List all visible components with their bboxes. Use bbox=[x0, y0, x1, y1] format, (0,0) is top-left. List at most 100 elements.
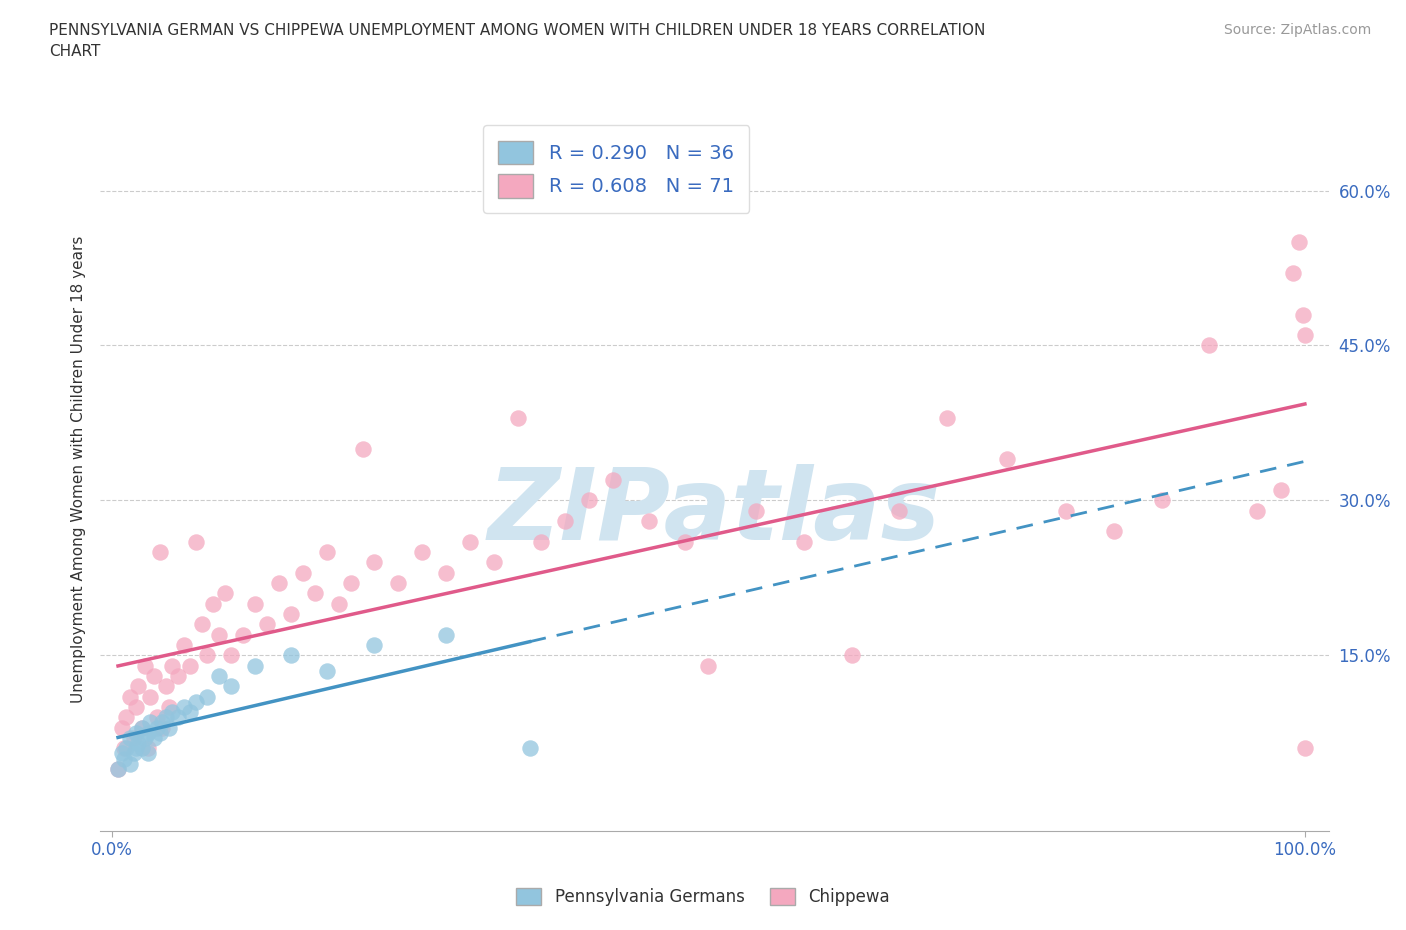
Legend: Pennsylvania Germans, Chippewa: Pennsylvania Germans, Chippewa bbox=[510, 881, 896, 912]
Point bbox=[1270, 483, 1292, 498]
Point bbox=[179, 705, 201, 720]
Point bbox=[315, 545, 337, 560]
Point bbox=[793, 534, 815, 549]
Point bbox=[1198, 338, 1220, 352]
Point bbox=[190, 617, 212, 631]
Point bbox=[208, 627, 231, 642]
Point bbox=[173, 637, 195, 652]
Point bbox=[697, 658, 720, 673]
Point bbox=[179, 658, 201, 673]
Point bbox=[1246, 503, 1268, 518]
Point bbox=[139, 715, 162, 730]
Point bbox=[745, 503, 768, 518]
Point bbox=[166, 669, 188, 684]
Point bbox=[166, 710, 188, 724]
Point bbox=[221, 648, 243, 663]
Point bbox=[160, 705, 183, 720]
Point bbox=[458, 534, 481, 549]
Point bbox=[291, 565, 314, 580]
Point bbox=[280, 606, 302, 621]
Point bbox=[387, 576, 409, 591]
Point bbox=[125, 725, 148, 740]
Point bbox=[134, 658, 156, 673]
Point bbox=[339, 576, 361, 591]
Point bbox=[245, 658, 267, 673]
Point bbox=[131, 720, 153, 735]
Point bbox=[150, 715, 173, 730]
Point bbox=[411, 545, 433, 560]
Point bbox=[149, 725, 172, 740]
Point bbox=[122, 730, 145, 745]
Point bbox=[363, 555, 385, 570]
Point bbox=[127, 679, 149, 694]
Point bbox=[245, 596, 267, 611]
Point bbox=[157, 720, 180, 735]
Point bbox=[155, 710, 177, 724]
Point bbox=[146, 720, 169, 735]
Point bbox=[122, 746, 145, 761]
Y-axis label: Unemployment Among Women with Children Under 18 years: Unemployment Among Women with Children U… bbox=[72, 235, 86, 703]
Point bbox=[115, 710, 138, 724]
Point bbox=[328, 596, 350, 611]
Point bbox=[673, 534, 696, 549]
Point bbox=[434, 627, 457, 642]
Text: Source: ZipAtlas.com: Source: ZipAtlas.com bbox=[1223, 23, 1371, 37]
Point bbox=[256, 617, 278, 631]
Point bbox=[197, 689, 219, 704]
Point bbox=[482, 555, 505, 570]
Point bbox=[1282, 266, 1305, 281]
Point bbox=[280, 648, 302, 663]
Point bbox=[304, 586, 326, 601]
Point bbox=[1288, 234, 1310, 249]
Point bbox=[112, 751, 135, 766]
Point bbox=[142, 669, 165, 684]
Point bbox=[530, 534, 553, 549]
Point bbox=[197, 648, 219, 663]
Point bbox=[173, 699, 195, 714]
Point bbox=[107, 762, 129, 777]
Point bbox=[115, 740, 138, 755]
Point bbox=[214, 586, 236, 601]
Point bbox=[995, 452, 1018, 467]
Point bbox=[136, 740, 159, 755]
Point bbox=[221, 679, 243, 694]
Point bbox=[184, 534, 207, 549]
Point bbox=[118, 756, 141, 771]
Point bbox=[149, 545, 172, 560]
Text: PENNSYLVANIA GERMAN VS CHIPPEWA UNEMPLOYMENT AMONG WOMEN WITH CHILDREN UNDER 18 : PENNSYLVANIA GERMAN VS CHIPPEWA UNEMPLOY… bbox=[49, 23, 986, 60]
Point bbox=[519, 740, 541, 755]
Point bbox=[506, 410, 529, 425]
Point bbox=[125, 699, 148, 714]
Point bbox=[112, 740, 135, 755]
Point bbox=[107, 762, 129, 777]
Point bbox=[146, 710, 169, 724]
Point bbox=[131, 740, 153, 755]
Point bbox=[142, 730, 165, 745]
Point bbox=[157, 699, 180, 714]
Point bbox=[602, 472, 624, 487]
Point bbox=[637, 513, 659, 528]
Point bbox=[136, 746, 159, 761]
Point bbox=[1054, 503, 1077, 518]
Point bbox=[889, 503, 911, 518]
Point bbox=[136, 725, 159, 740]
Point bbox=[139, 689, 162, 704]
Point bbox=[208, 669, 231, 684]
Point bbox=[267, 576, 290, 591]
Point bbox=[118, 730, 141, 745]
Point bbox=[131, 720, 153, 735]
Point bbox=[134, 730, 156, 745]
Point bbox=[184, 695, 207, 710]
Point bbox=[160, 658, 183, 673]
Text: ZIPatlas: ZIPatlas bbox=[488, 464, 941, 562]
Point bbox=[110, 746, 132, 761]
Point bbox=[1102, 524, 1125, 538]
Point bbox=[150, 720, 173, 735]
Point bbox=[1294, 740, 1316, 755]
Point bbox=[110, 720, 132, 735]
Point bbox=[118, 689, 141, 704]
Point bbox=[352, 442, 374, 457]
Point bbox=[232, 627, 254, 642]
Point bbox=[1150, 493, 1173, 508]
Point bbox=[202, 596, 225, 611]
